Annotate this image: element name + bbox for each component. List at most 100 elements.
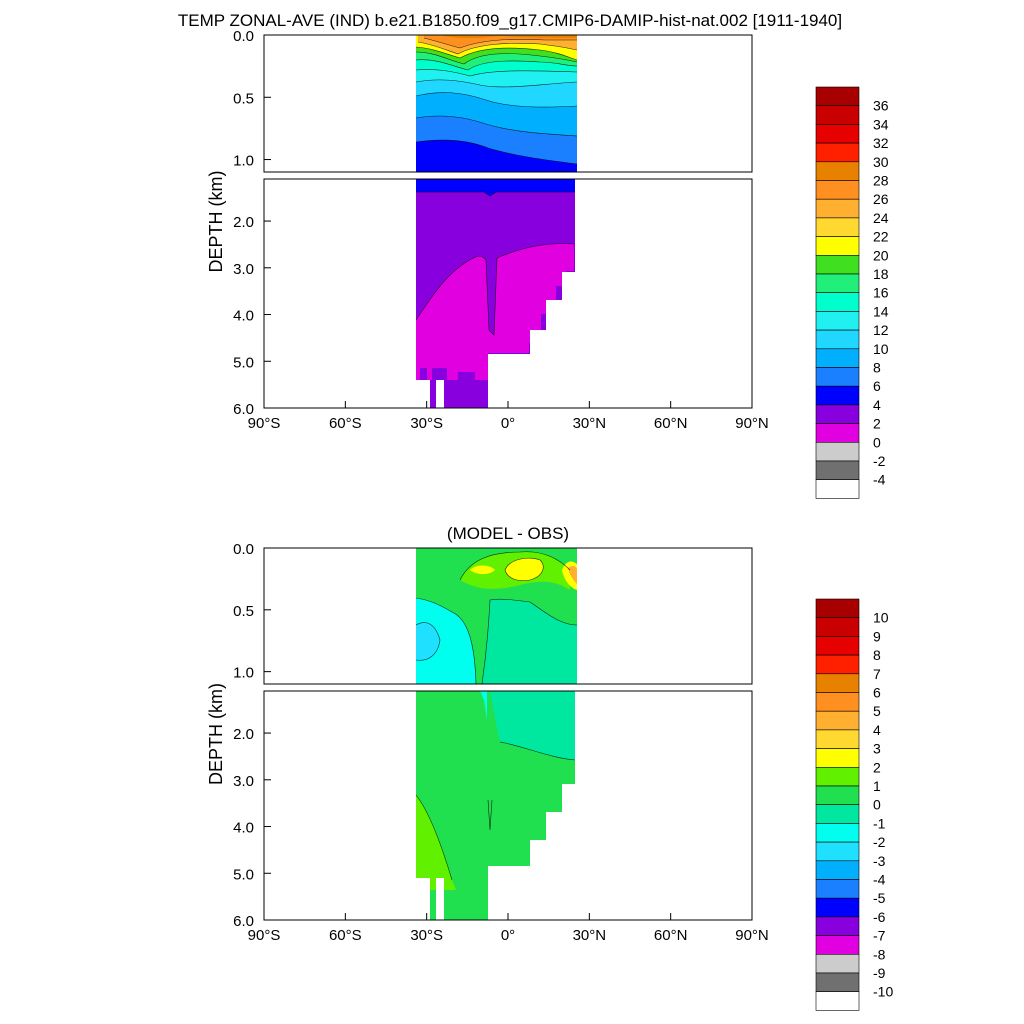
panel1-lower-plot <box>415 179 576 408</box>
panel2-upper-frame <box>263 547 753 685</box>
x-tick-label: 90°N <box>735 927 769 944</box>
colorbar-label: 12 <box>873 322 889 338</box>
y-tick-label: 1.0 <box>233 665 254 682</box>
panel1-lower-contours <box>415 191 575 336</box>
colorbar-label: 2 <box>873 759 881 775</box>
x-tick-label: 30°N <box>573 927 607 944</box>
colorbar-swatch <box>815 292 860 312</box>
colorbar-label: 36 <box>873 98 889 114</box>
y-axis-label: DEPTH (km) <box>206 683 226 785</box>
colorbar-label: 22 <box>873 229 889 245</box>
colorbar-swatch <box>815 441 860 462</box>
colorbar-label: 30 <box>873 154 889 170</box>
colorbar-swatch <box>815 598 860 619</box>
colorbar-swatch <box>815 972 860 993</box>
colorbar-label: 0 <box>873 797 881 813</box>
colorbar-swatch <box>815 766 860 787</box>
field-28 <box>440 35 577 39</box>
colorbar-label: 26 <box>873 191 889 207</box>
y-tick-label: 6.0 <box>233 913 254 930</box>
panel2-upper-contours <box>415 551 578 684</box>
y-tick-label: 5.0 <box>233 354 254 371</box>
colorbar-swatch <box>815 404 860 424</box>
panel1-upper-contours <box>415 37 578 165</box>
y-tick-label: 4.0 <box>233 308 254 325</box>
colorbar-label: -1 <box>873 815 886 831</box>
colorbar-swatch <box>815 236 860 256</box>
colorbar-swatch <box>815 785 860 806</box>
colorbar-label: 34 <box>873 116 889 132</box>
colorbar-swatch <box>815 935 860 955</box>
colorbar-label: -2 <box>873 834 886 850</box>
y-tick-label: 0.5 <box>233 90 254 107</box>
colorbar-label: 32 <box>873 135 889 151</box>
y-tick-label: 2.0 <box>233 214 254 231</box>
colorbar-label: -4 <box>873 872 886 888</box>
panel2-lower-plot <box>415 691 576 920</box>
y-tick-label: 0.5 <box>233 603 254 620</box>
colorbar-label: 24 <box>873 210 889 226</box>
colorbar-swatch <box>815 823 860 843</box>
y-tick-label: 0.0 <box>233 28 254 45</box>
x-tick-label: 60°N <box>654 927 688 944</box>
colorbar-label: 18 <box>873 266 889 282</box>
colorbar-label: 10 <box>873 341 889 357</box>
x-tick-label: 60°N <box>654 415 688 432</box>
figure-title: TEMP ZONAL-AVE (IND) b.e21.B1850.f09_g17… <box>178 11 842 30</box>
colorbar-label: 8 <box>873 360 881 376</box>
panel1-upper-plot <box>415 35 578 172</box>
colorbar-label: 9 <box>873 628 881 644</box>
colorbar-label: 20 <box>873 247 889 263</box>
y-tick-label: 2.0 <box>233 726 254 743</box>
colorbar-swatch <box>815 916 860 936</box>
colorbar-swatch <box>815 636 860 656</box>
x-tick-label: 0° <box>501 415 515 432</box>
diff-field-0 <box>416 548 577 684</box>
colorbar-swatch <box>815 124 860 144</box>
colorbar-swatch <box>815 385 860 406</box>
colorbar-label: -5 <box>873 890 886 906</box>
colorbar-label: 28 <box>873 173 889 189</box>
colorbar-swatch <box>815 180 860 200</box>
colorbar-label: 14 <box>873 303 889 319</box>
colorbar-swatch <box>815 217 860 237</box>
colorbar-label: 5 <box>873 703 881 719</box>
panel2-upper-plot <box>415 548 578 684</box>
colorbar-label: -9 <box>873 965 886 981</box>
y-axis-label: DEPTH (km) <box>206 171 226 273</box>
colorbar-swatch <box>815 273 860 294</box>
colorbar-label: 2 <box>873 416 881 432</box>
colorbar-label: 3 <box>873 741 881 757</box>
colorbar-layer: 363432302826242220181614121086420-2-4109… <box>815 86 893 1011</box>
colorbar-label: 6 <box>873 378 881 394</box>
x-tick-label: 90°N <box>735 415 769 432</box>
colorbar-swatch <box>815 673 860 693</box>
colorbar-swatch <box>815 329 860 350</box>
colorbar-swatch <box>815 860 860 880</box>
colorbar-label: 4 <box>873 397 881 413</box>
y-tick-label: 1.0 <box>233 153 254 170</box>
colorbar-swatch <box>815 879 860 899</box>
colorbar-swatch <box>815 142 860 163</box>
panel1-upper-frame <box>263 34 753 173</box>
colorbar-swatch <box>815 710 860 731</box>
colorbar-label: -10 <box>873 984 893 1000</box>
colorbar-label: -4 <box>873 472 886 488</box>
colorbar-label: 8 <box>873 647 881 663</box>
colorbar-swatch <box>815 897 860 918</box>
mask-seafloor-2 <box>416 784 576 920</box>
colorbar-swatch <box>815 804 860 824</box>
panel-difference <box>415 548 578 920</box>
colorbar-swatch <box>815 654 860 675</box>
colorbar-swatch <box>815 161 860 181</box>
colorbar-swatch <box>815 367 860 387</box>
x-tick-label: 30°N <box>573 415 607 432</box>
diff-deep-neg1 <box>490 691 575 760</box>
colorbar-label: -3 <box>873 853 886 869</box>
colorbar-label: -8 <box>873 946 886 962</box>
field-26 <box>424 35 577 48</box>
x-tick-label: 0° <box>501 927 515 944</box>
colorbar-swatch <box>815 692 860 712</box>
y-tick-label: 4.0 <box>233 820 254 837</box>
y-tick-label: 6.0 <box>233 401 254 418</box>
